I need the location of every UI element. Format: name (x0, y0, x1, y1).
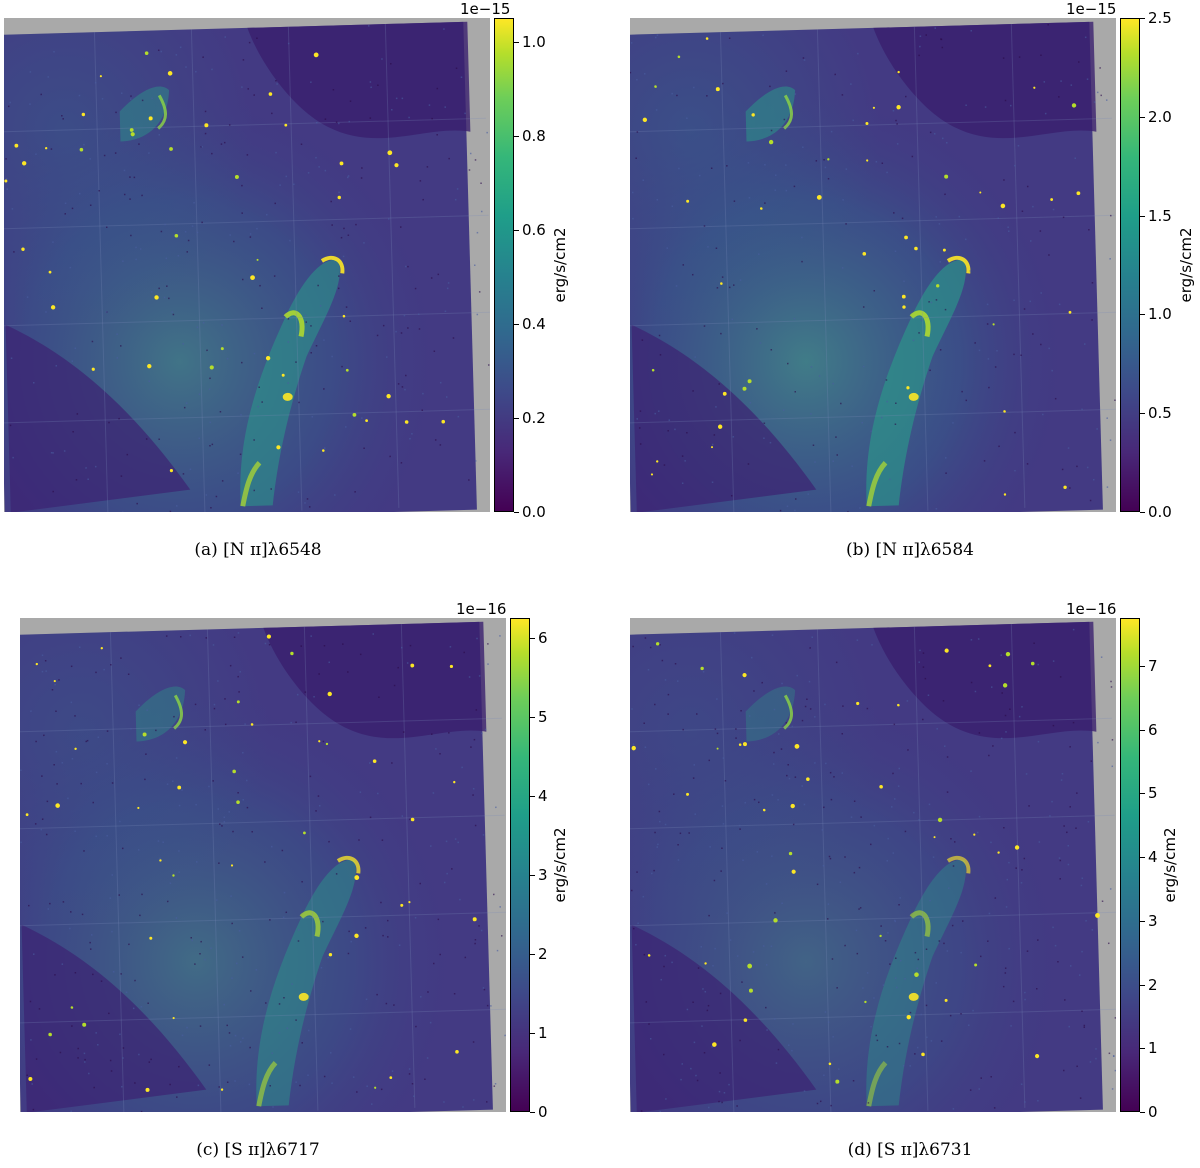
colorbar-tick (1140, 314, 1145, 316)
colorbar-tick (530, 1112, 535, 1113)
colorbar-unit-c: erg/s/cm2 (551, 827, 569, 903)
colorbar-tick (530, 716, 535, 718)
colorbar-tick (514, 41, 519, 43)
colorbar-tick-label: 6 (1148, 720, 1158, 739)
colorbar-tick-label: 0 (538, 1103, 548, 1121)
nebula-image-a (4, 21, 490, 512)
colorbar-a (494, 18, 514, 512)
colorbar-tick (530, 637, 535, 639)
colorbar-tick-label: 0 (1148, 1103, 1158, 1121)
colorbar-tick (1140, 413, 1145, 415)
colorbar-exponent-a: 1e−15 (460, 0, 511, 18)
colorbar-exponent-d: 1e−16 (1066, 600, 1117, 618)
panel-caption-c: (c) [S ɪɪ]λ6717 (196, 1140, 320, 1160)
colorbar-tick-label: 1.5 (1148, 206, 1172, 225)
panel-caption-b: (b) [N ɪɪ]λ6584 (845, 540, 975, 560)
colorbar-exponent-c: 1e−16 (456, 600, 507, 618)
colorbar-unit-a: erg/s/cm2 (551, 227, 569, 303)
colorbar-tick-label: 0.0 (522, 503, 546, 521)
colorbar-tick-label: 1.0 (1148, 305, 1172, 324)
colorbar-tick-label: 7 (1148, 656, 1158, 675)
colorbar-tick-label: 2 (1148, 975, 1158, 994)
colorbar-tick (514, 135, 519, 137)
colorbar-tick-label: 6 (538, 628, 548, 647)
colorbar-tick-label: 0.0 (1148, 503, 1172, 521)
colorbar-tick (530, 1032, 535, 1034)
colorbar-tick (1140, 18, 1145, 19)
colorbar-tick (530, 953, 535, 955)
colorbar-tick-label: 4 (538, 786, 548, 805)
colorbar-d (1120, 618, 1140, 1112)
colorbar-tick (1140, 984, 1145, 986)
nebula-image-c (20, 621, 506, 1112)
colorbar-tick-label: 1.0 (522, 32, 546, 51)
nebula-image-b (630, 21, 1116, 512)
colorbar-c (510, 618, 530, 1112)
colorbar-tick (1140, 1112, 1145, 1113)
colorbar-exponent-b: 1e−15 (1066, 0, 1117, 18)
colorbar-tick-label: 0.6 (522, 220, 546, 239)
colorbar-tick (514, 512, 519, 513)
colorbar-tick-label: 2 (538, 944, 548, 963)
colorbar-tick (1140, 729, 1145, 731)
emission-map-b (630, 18, 1116, 512)
colorbar-unit-b: erg/s/cm2 (1177, 227, 1195, 303)
colorbar-tick-label: 3 (538, 865, 548, 884)
colorbar-unit-d: erg/s/cm2 (1161, 827, 1179, 903)
colorbar-tick-label: 2.5 (1148, 9, 1172, 27)
colorbar-tick (1140, 215, 1145, 217)
emission-map-a (4, 18, 490, 512)
colorbar-tick (514, 229, 519, 231)
colorbar-tick (530, 874, 535, 876)
emission-map-d (630, 618, 1116, 1112)
panel-caption-a: (a) [N ɪɪ]λ6548 (194, 540, 322, 560)
colorbar-tick-label: 0.5 (1148, 404, 1172, 423)
panel-caption-d: (d) [S ɪɪ]λ6731 (847, 1140, 973, 1160)
colorbar-tick (530, 795, 535, 797)
colorbar-b (1120, 18, 1140, 512)
colorbar-tick-label: 5 (538, 707, 548, 726)
colorbar-tick (1140, 920, 1145, 922)
colorbar-tick (1140, 116, 1145, 118)
colorbar-tick (1140, 512, 1145, 513)
colorbar-tick-label: 1 (1148, 1039, 1158, 1058)
colorbar-tick-label: 1 (538, 1023, 548, 1042)
colorbar-tick-label: 0.8 (522, 126, 546, 145)
colorbar-tick (1140, 665, 1145, 667)
colorbar-tick (1140, 1048, 1145, 1050)
colorbar-tick-label: 4 (1148, 848, 1158, 867)
colorbar-tick-label: 3 (1148, 911, 1158, 930)
nebula-image-d (630, 621, 1116, 1112)
colorbar-tick-label: 2.0 (1148, 107, 1172, 126)
colorbar-tick (1140, 793, 1145, 795)
colorbar-tick-label: 5 (1148, 784, 1158, 803)
colorbar-tick (1140, 857, 1145, 859)
colorbar-tick-label: 0.2 (522, 408, 546, 427)
emission-map-c (20, 618, 506, 1112)
colorbar-tick-label: 0.4 (522, 314, 546, 333)
colorbar-tick (514, 323, 519, 325)
colorbar-tick (514, 417, 519, 419)
